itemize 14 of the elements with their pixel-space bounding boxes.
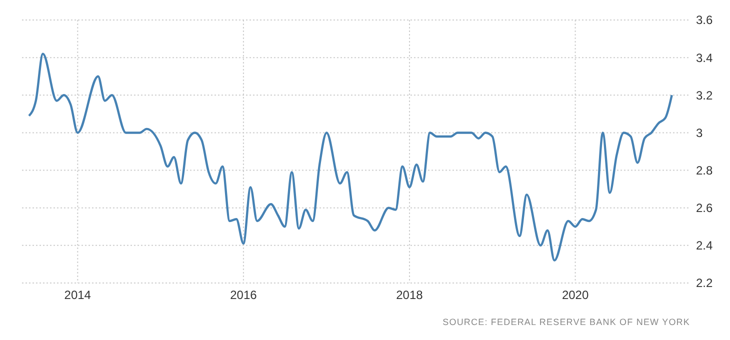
y-tick-label: 2.4	[696, 238, 714, 253]
x-tick-label: 2016	[230, 288, 258, 302]
source-note: SOURCE: FEDERAL RESERVE BANK OF NEW YORK	[442, 317, 690, 327]
x-tick-label: 2018	[396, 288, 424, 302]
y-tick-label: 2.8	[696, 163, 714, 178]
y-tick-label: 2.2	[696, 276, 714, 290]
y-tick-label: 3.4	[696, 50, 714, 65]
y-tick-label: 3	[696, 126, 703, 140]
x-tick-label: 2014	[64, 288, 92, 302]
y-tick-label: 3.2	[696, 88, 714, 102]
x-tick-label: 2020	[562, 288, 589, 302]
y-tick-label: 2.6	[696, 201, 714, 216]
line-series	[28, 52, 673, 262]
y-tick-label: 3.6	[696, 13, 714, 28]
